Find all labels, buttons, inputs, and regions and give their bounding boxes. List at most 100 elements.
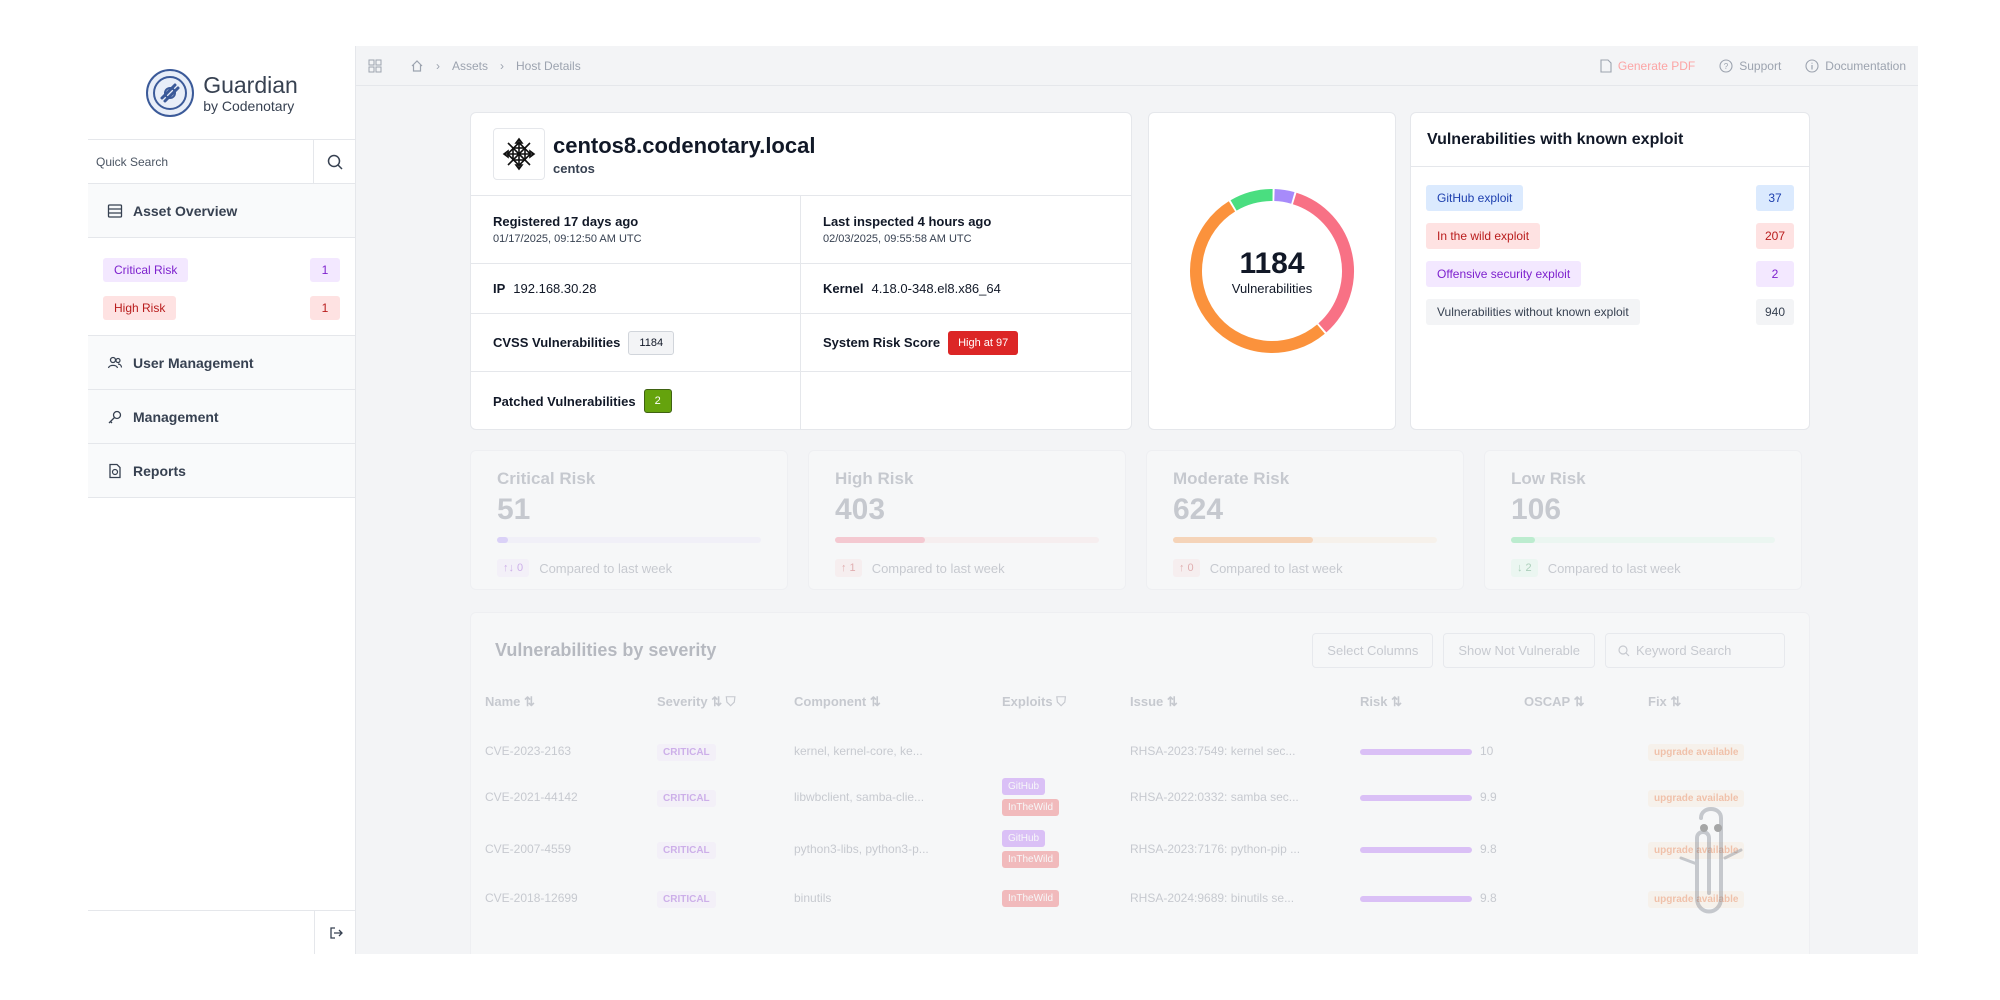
table-row[interactable]: CVE-2021-44142 CRITICAL libwbclient, sam… xyxy=(471,771,1811,823)
show-not-vulnerable-button[interactable]: Show Not Vulnerable xyxy=(1443,633,1595,668)
logout-button[interactable] xyxy=(314,911,356,954)
quick-search-input[interactable] xyxy=(88,140,313,183)
stat-title: High Risk xyxy=(835,469,914,488)
registered-date: 01/17/2025, 09:12:50 AM UTC xyxy=(493,233,642,245)
component-cell: python3-libs, python3-p... xyxy=(794,842,929,856)
cve-name: CVE-2007-4559 xyxy=(485,842,572,856)
paperclip-assistant-icon[interactable] xyxy=(1671,798,1751,928)
exploit-row-offensive[interactable]: Offensive security exploit 2 xyxy=(1426,255,1794,293)
in-the-wild-exploit-count: 207 xyxy=(1756,223,1794,249)
donut-center: 1184 Vulnerabilities xyxy=(1187,186,1357,356)
table-row[interactable]: CVE-2023-2163 CRITICAL kernel, kernel-co… xyxy=(471,731,1811,771)
registered-label: Registered 17 days ago xyxy=(493,214,639,229)
home-icon[interactable] xyxy=(410,59,424,73)
nav-reports[interactable]: Reports xyxy=(88,444,355,498)
column-header-severity[interactable]: Severity ⇅ ⛉ xyxy=(657,694,736,709)
exploit-row-github[interactable]: GitHub exploit 37 xyxy=(1426,179,1794,217)
stat-card-low[interactable]: Low Risk 106 ↓ 2 Compared to last week xyxy=(1484,450,1802,590)
component-cell: kernel, kernel-core, ke... xyxy=(794,744,923,758)
column-header-issue[interactable]: Issue ⇅ xyxy=(1130,694,1178,709)
stat-title: Low Risk xyxy=(1511,469,1586,488)
stat-progress xyxy=(835,537,1099,543)
exploit-tag-github: GitHub xyxy=(1002,830,1046,847)
donut-segment-moderate[interactable] xyxy=(1190,201,1325,353)
exploit-tag-in-the-wild: InTheWild xyxy=(1002,889,1060,907)
risk-filter-list: Critical Risk 1 High Risk 1 xyxy=(88,238,355,336)
apps-grid-icon[interactable] xyxy=(368,59,382,73)
no-known-exploit-count: 940 xyxy=(1756,299,1794,325)
vulnerability-donut-card: 1184 Vulnerabilities xyxy=(1148,112,1396,430)
inspected-cell: Last inspected 4 hours ago 02/03/2025, 0… xyxy=(801,196,1131,264)
severity-badge: CRITICAL xyxy=(657,891,716,908)
stat-progress xyxy=(497,537,761,543)
nav-user-management[interactable]: User Management xyxy=(88,336,355,390)
column-header-name[interactable]: Name ⇅ xyxy=(485,694,535,709)
fix-badge: upgrade available xyxy=(1648,744,1745,761)
kernel-value: 4.18.0-348.el8.x86_64 xyxy=(871,281,1001,296)
host-info-grid: Registered 17 days ago 01/17/2025, 09:12… xyxy=(471,196,1131,429)
risk-filter-high[interactable]: High Risk 1 xyxy=(103,289,340,327)
table-row[interactable]: CVE-2018-12699 CRITICAL binutils InTheWi… xyxy=(471,875,1811,921)
risk-score-label: System Risk Score xyxy=(823,335,941,350)
donut-label: Vulnerabilities xyxy=(1231,280,1313,296)
stat-value: 106 xyxy=(1511,493,1562,526)
generate-pdf-button[interactable]: Generate PDF xyxy=(1600,59,1695,73)
risk-bar xyxy=(1360,846,1472,853)
stat-card-critical[interactable]: Critical Risk 51 ↑↓ 0 Compared to last w… xyxy=(470,450,788,590)
nav-management[interactable]: Management xyxy=(88,390,355,444)
stat-footer: ↑ 0 Compared to last week xyxy=(1173,559,1437,577)
kernel-label: Kernel xyxy=(823,281,864,296)
issue-cell: RHSA-2022:0332: samba sec... xyxy=(1130,790,1299,804)
severity-badge: CRITICAL xyxy=(657,842,716,859)
select-columns-button[interactable]: Select Columns xyxy=(1312,633,1434,668)
documentation-link[interactable]: Documentation xyxy=(1805,59,1906,73)
donut-segment-critical[interactable] xyxy=(1274,189,1295,204)
table-row[interactable]: CVE-2007-4559 CRITICAL python3-libs, pyt… xyxy=(471,823,1811,875)
column-header-fix[interactable]: Fix ⇅ xyxy=(1648,694,1682,709)
stat-progress xyxy=(1173,537,1437,543)
keyword-search-input[interactable]: Keyword Search xyxy=(1605,633,1785,668)
exploits-cell: InTheWild xyxy=(1002,888,1130,909)
breadcrumb-current: Host Details xyxy=(516,58,581,73)
risk-filter-critical[interactable]: Critical Risk 1 xyxy=(103,251,340,289)
stat-title: Moderate Risk xyxy=(1173,469,1290,488)
donut-segment-low[interactable] xyxy=(1230,189,1273,211)
support-link[interactable]: ? Support xyxy=(1719,59,1781,73)
stat-value: 624 xyxy=(1173,493,1224,526)
stat-card-moderate[interactable]: Moderate Risk 624 ↑ 0 Compared to last w… xyxy=(1146,450,1464,590)
registered-cell: Registered 17 days ago 01/17/2025, 09:12… xyxy=(471,196,801,264)
breadcrumb-assets[interactable]: Assets xyxy=(452,58,489,73)
risk-value: 9.8 xyxy=(1480,842,1497,856)
critical-risk-pill: Critical Risk xyxy=(103,258,189,282)
search-button[interactable] xyxy=(313,140,355,183)
stat-card-high[interactable]: High Risk 403 ↑ 1 Compared to last week xyxy=(808,450,1126,590)
column-header-risk[interactable]: Risk ⇅ xyxy=(1360,694,1402,709)
cvss-cell: CVSS Vulnerabilities 1184 xyxy=(471,314,801,372)
stat-footer: ↑↓ 0 Compared to last week xyxy=(497,559,761,577)
nav-user-management-label: User Management xyxy=(133,354,254,371)
stat-delta: ↓ 2 xyxy=(1511,559,1538,577)
risk-value: 9.8 xyxy=(1480,891,1497,905)
risk-bar xyxy=(1360,748,1472,755)
exploit-tag-in-the-wild: InTheWild xyxy=(1002,851,1060,868)
brand[interactable]: Guardian by Codenotary xyxy=(88,46,355,140)
github-exploit-count: 37 xyxy=(1756,185,1794,211)
column-header-component[interactable]: Component ⇅ xyxy=(794,694,881,709)
host-details-card: centos8.codenotary.local centos Register… xyxy=(470,112,1132,430)
exploit-row-wild[interactable]: In the wild exploit 207 xyxy=(1426,217,1794,255)
stat-compare: Compared to last week xyxy=(1547,560,1681,576)
issue-cell: RHSA-2023:7176: python-pip ... xyxy=(1130,842,1301,856)
exploit-row-none[interactable]: Vulnerabilities without known exploit 94… xyxy=(1426,293,1794,331)
brand-subtitle: by Codenotary xyxy=(203,97,295,114)
report-file-icon xyxy=(109,463,121,478)
nav-asset-overview[interactable]: Asset Overview xyxy=(88,184,355,238)
column-header-oscap[interactable]: OSCAP ⇅ xyxy=(1524,694,1585,709)
no-known-exploit-tag: Vulnerabilities without known exploit xyxy=(1426,299,1640,325)
stat-compare: Compared to last week xyxy=(1209,560,1343,576)
donut-segment-high[interactable] xyxy=(1292,192,1354,333)
stat-progress-fill xyxy=(835,537,925,543)
stat-value: 403 xyxy=(835,493,886,526)
inspected-label: Last inspected 4 hours ago xyxy=(823,214,992,229)
nav-asset-overview-label: Asset Overview xyxy=(133,202,238,219)
column-header-exploits[interactable]: Exploits ⛉ xyxy=(1002,694,1066,709)
